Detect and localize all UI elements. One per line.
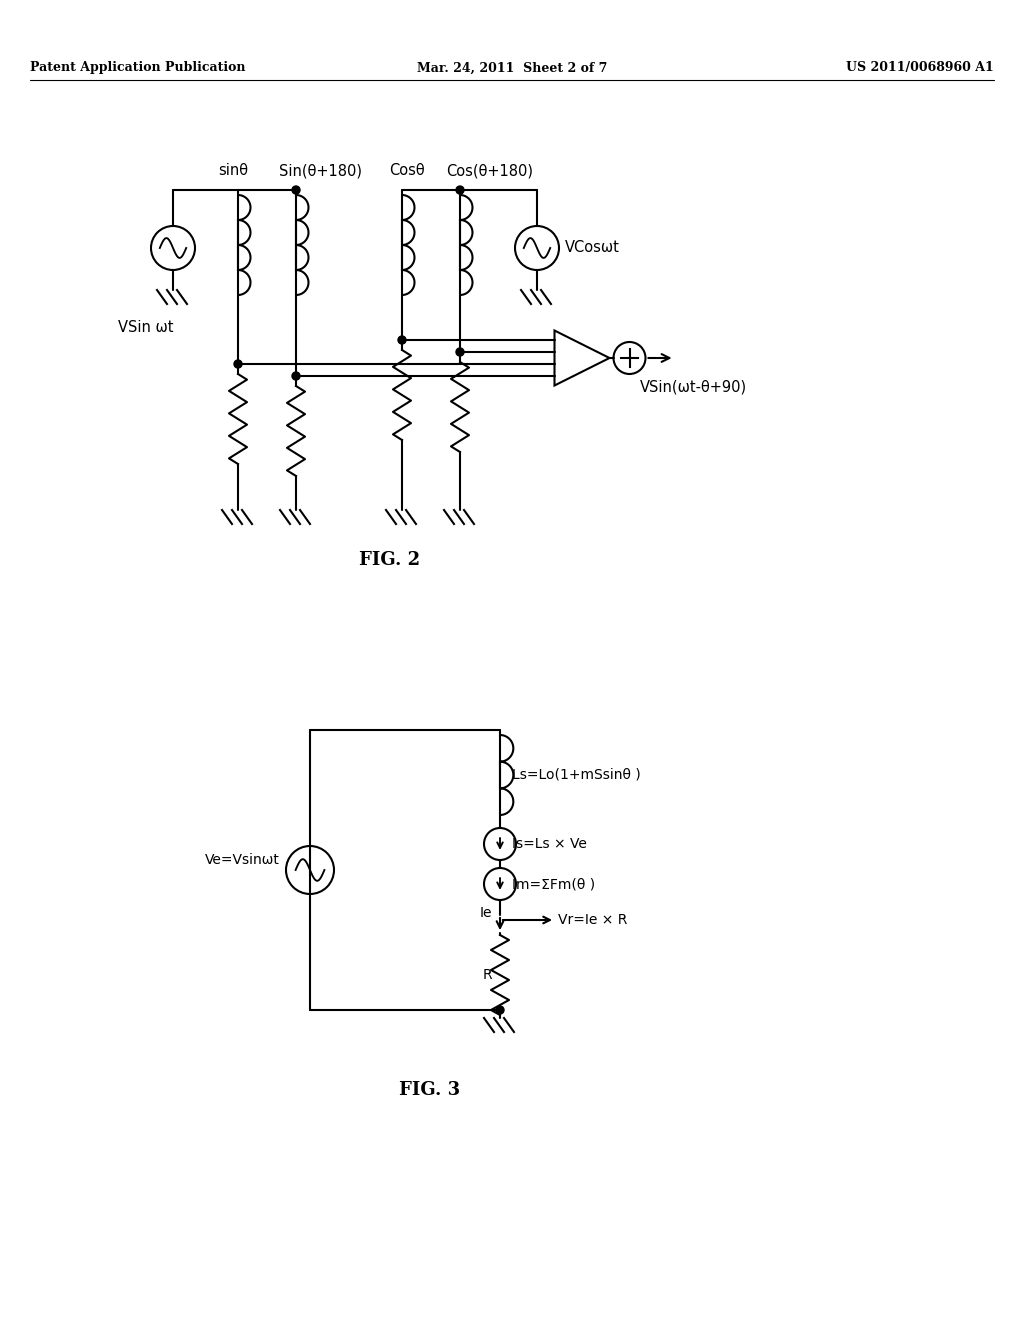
Text: Ve=Vsinωt: Ve=Vsinωt [205, 853, 280, 867]
Text: Vr=Ie × R: Vr=Ie × R [558, 913, 628, 927]
Text: Ls=Lo(1+mSsinθ ): Ls=Lo(1+mSsinθ ) [512, 768, 641, 781]
Text: VCosωt: VCosωt [565, 240, 620, 256]
Text: Is=Ls × Ve: Is=Ls × Ve [512, 837, 587, 851]
Text: Sin(θ+180): Sin(θ+180) [280, 162, 362, 178]
Text: VSin ωt: VSin ωt [118, 319, 173, 335]
Circle shape [292, 186, 300, 194]
Circle shape [234, 360, 242, 368]
Text: Ie: Ie [479, 906, 492, 920]
Circle shape [456, 348, 464, 356]
Text: FIG. 3: FIG. 3 [399, 1081, 461, 1100]
Circle shape [456, 186, 464, 194]
Text: VSin(ωt-θ+90): VSin(ωt-θ+90) [640, 380, 746, 395]
Text: R: R [482, 968, 492, 982]
Text: Im=ΣFm(θ ): Im=ΣFm(θ ) [512, 876, 595, 891]
Circle shape [292, 372, 300, 380]
Text: Cosθ: Cosθ [389, 162, 425, 178]
Circle shape [496, 1006, 504, 1014]
Text: Mar. 24, 2011  Sheet 2 of 7: Mar. 24, 2011 Sheet 2 of 7 [417, 62, 607, 74]
Circle shape [398, 337, 406, 345]
Text: Patent Application Publication: Patent Application Publication [30, 62, 246, 74]
Text: Cos(θ+180): Cos(θ+180) [446, 162, 534, 178]
Text: sinθ: sinθ [218, 162, 248, 178]
Text: US 2011/0068960 A1: US 2011/0068960 A1 [846, 62, 994, 74]
Text: FIG. 2: FIG. 2 [359, 550, 421, 569]
